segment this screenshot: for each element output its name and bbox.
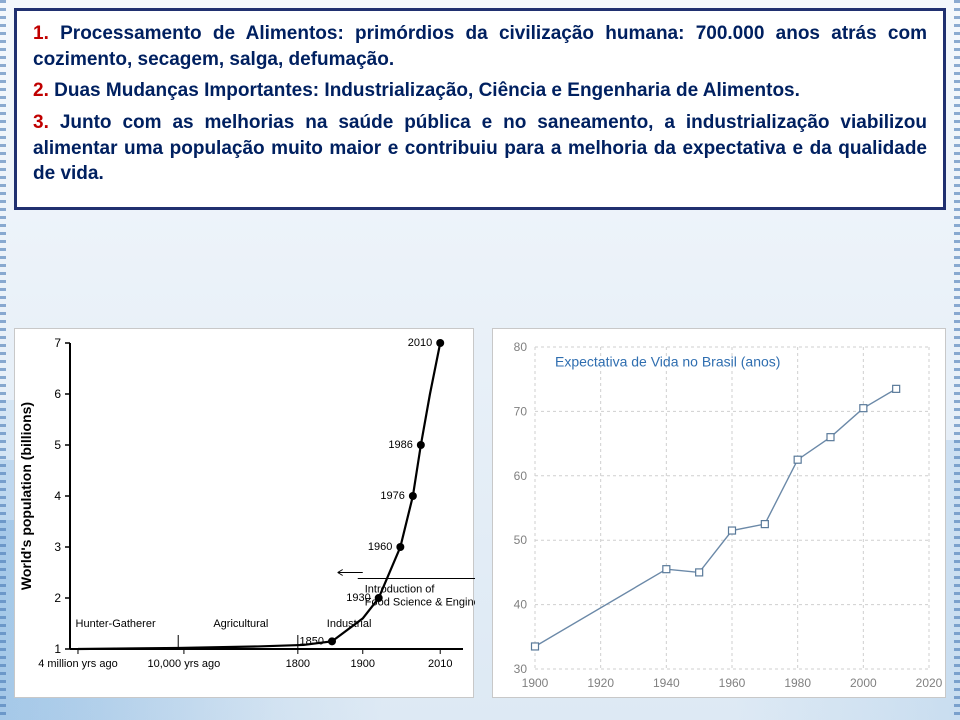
- left-border-decoration: [0, 0, 6, 720]
- svg-text:80: 80: [514, 340, 528, 354]
- svg-text:1980: 1980: [784, 676, 811, 690]
- svg-text:2010: 2010: [408, 337, 432, 349]
- svg-text:World's population (billions): World's population (billions): [18, 402, 34, 590]
- svg-text:Food Science & Engineering: Food Science & Engineering: [365, 597, 475, 609]
- item-number: 3.: [33, 112, 49, 133]
- life-expectancy-chart: 30 40 50 60 70 80 1900 1920 1940 1960 1980 2000 2020…: [492, 328, 946, 698]
- list-item: 3. Junto com as melhorias na saúde públi…: [33, 110, 927, 187]
- right-border-decoration: [954, 0, 960, 720]
- svg-text:2010: 2010: [428, 658, 452, 670]
- item-body: Duas Mudanças Importantes: Industrializa…: [54, 80, 800, 101]
- svg-text:1: 1: [54, 642, 61, 656]
- svg-text:1986: 1986: [388, 439, 412, 451]
- svg-text:4: 4: [54, 489, 61, 503]
- svg-text:10,000 yrs ago: 10,000 yrs ago: [148, 658, 221, 670]
- main-text-box: 1. Processamento de Alimentos: primórdio…: [14, 8, 946, 210]
- svg-text:1960: 1960: [719, 676, 746, 690]
- svg-text:50: 50: [514, 533, 528, 547]
- charts-row: 1 2 3 4 5 6 7 World's population (billions) 4 mi…: [14, 328, 946, 708]
- svg-text:1976: 1976: [380, 490, 404, 502]
- svg-text:1850: 1850: [300, 635, 324, 647]
- svg-text:2020: 2020: [916, 676, 943, 690]
- list-item: 2. Duas Mudanças Importantes: Industrial…: [33, 78, 927, 104]
- svg-text:1900: 1900: [351, 658, 375, 670]
- svg-text:Agricultural: Agricultural: [213, 618, 268, 630]
- svg-text:70: 70: [514, 404, 528, 418]
- svg-text:1940: 1940: [653, 676, 680, 690]
- svg-text:30: 30: [514, 662, 528, 676]
- svg-text:5: 5: [54, 438, 61, 452]
- svg-text:4 million yrs ago: 4 million yrs ago: [38, 658, 117, 670]
- svg-text:60: 60: [514, 469, 528, 483]
- population-chart: 1 2 3 4 5 6 7 World's population (billions) 4 mi…: [14, 328, 474, 698]
- svg-text:Introduction of: Introduction of: [365, 584, 436, 596]
- item-number: 1.: [33, 23, 49, 44]
- svg-text:1920: 1920: [587, 676, 614, 690]
- item-body: Junto com as melhorias na saúde pública …: [33, 112, 927, 184]
- item-body: Processamento de Alimentos: primórdios d…: [33, 23, 927, 70]
- svg-text:1960: 1960: [368, 541, 392, 553]
- svg-text:Expectativa de Vida no Brasil: Expectativa de Vida no Brasil (anos): [555, 353, 780, 369]
- svg-text:40: 40: [514, 598, 528, 612]
- item-number: 2.: [33, 80, 49, 101]
- svg-text:7: 7: [54, 336, 61, 350]
- svg-text:1800: 1800: [286, 658, 310, 670]
- svg-text:3: 3: [54, 540, 61, 554]
- svg-text:6: 6: [54, 387, 61, 401]
- list-item: 1. Processamento de Alimentos: primórdio…: [33, 21, 927, 72]
- svg-text:1900: 1900: [522, 676, 549, 690]
- svg-text:2: 2: [54, 591, 61, 605]
- svg-text:2000: 2000: [850, 676, 877, 690]
- svg-text:Hunter-Gatherer: Hunter-Gatherer: [76, 618, 156, 630]
